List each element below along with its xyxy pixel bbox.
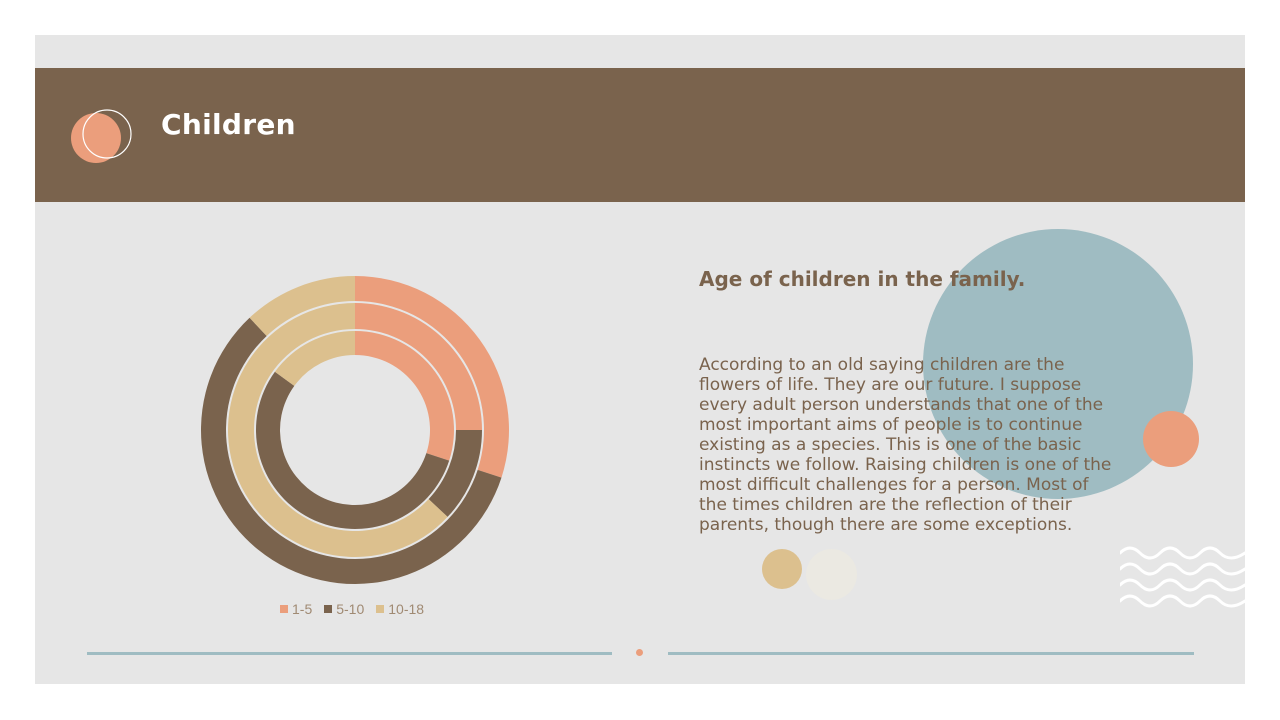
- donut-slice-middle-5-10: [428, 430, 482, 517]
- chart-heading: Age of children in the family.: [699, 267, 1026, 291]
- overlapping-circles-icon: [71, 109, 132, 163]
- slide-title: Children: [161, 108, 296, 141]
- donut-slice-inner-1-5: [355, 331, 454, 461]
- body-paragraph: According to an old saying children are …: [699, 355, 1112, 535]
- donut-slice-inner-10-18: [274, 331, 355, 386]
- donut-slice-outer-10-18: [249, 276, 355, 336]
- donut-slice-middle-10-18: [227, 303, 448, 557]
- legend-item-5-10: 5-10: [324, 601, 364, 617]
- legend-label-1-5: 1-5: [292, 601, 313, 617]
- donut-slice-outer-5-10: [201, 317, 502, 584]
- legend-label-5-10: 5-10: [336, 601, 365, 617]
- legend-swatch-10-18: [376, 605, 385, 613]
- decorative-orange-circle: [1143, 411, 1199, 467]
- decorative-white-circle: [806, 549, 857, 600]
- header-band: Children: [35, 68, 1245, 202]
- legend-item-10-18: 10-18: [376, 601, 424, 617]
- legend-swatch-1-5: [280, 605, 288, 613]
- legend-item-1-5: 1-5: [280, 601, 312, 617]
- footer-line-left: [87, 652, 612, 655]
- wave-lines-icon: [1120, 546, 1245, 608]
- decorative-gold-circle: [762, 549, 802, 589]
- donut-chart: [201, 276, 509, 584]
- donut-slice-middle-1-5: [355, 303, 482, 430]
- donut-slice-outer-1-5: [355, 276, 509, 478]
- footer-line-right: [668, 652, 1194, 655]
- slide: Children Age of children in the family. …: [35, 35, 1245, 684]
- footer-dot: [636, 649, 643, 656]
- chart-legend: 1-5 5-10 10-18: [280, 601, 424, 617]
- legend-label-10-18: 10-18: [388, 601, 425, 617]
- donut-slice-inner-5-10: [256, 371, 450, 529]
- legend-swatch-5-10: [324, 605, 333, 613]
